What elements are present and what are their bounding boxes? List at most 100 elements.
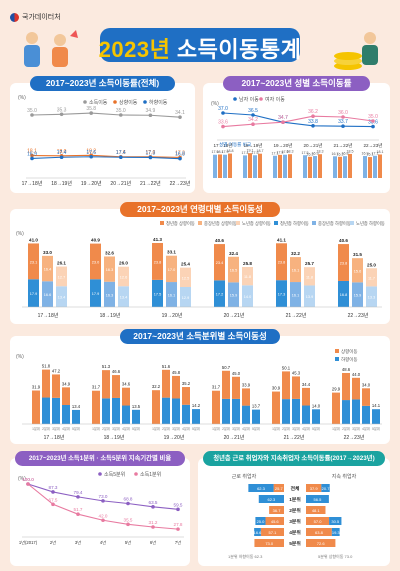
data-point: [151, 525, 155, 529]
quintile-label: 5분위: [72, 426, 80, 431]
down-bar: [112, 397, 120, 424]
down-value: 17.9: [92, 292, 99, 296]
quintile-label: 3분위: [232, 426, 240, 431]
up-bar: [162, 369, 170, 398]
down-value: 13.3: [368, 296, 375, 300]
up-bar: [42, 369, 50, 398]
down-bar: [338, 280, 349, 307]
down-bar: [42, 281, 53, 307]
down-bar: [214, 280, 225, 307]
data-point: [178, 156, 182, 161]
right-value: 48.1: [312, 508, 321, 513]
total-value: 35.2: [182, 381, 191, 386]
bar-value: 17.9: [282, 150, 289, 154]
legend-label: 상향이동: [119, 99, 138, 106]
panel-overall-title: 2017~2023년 소득이동률(전체): [30, 76, 175, 91]
row-label: 4분위: [289, 529, 301, 536]
data-label: 33.6: [218, 120, 228, 126]
up-value: 16.4: [44, 268, 51, 272]
down-bar: [72, 409, 80, 424]
down-bar: [152, 279, 163, 307]
gender-bar: [343, 156, 347, 178]
legend-marker: [233, 97, 237, 101]
down-bar: [62, 404, 70, 424]
left-value: 25.0: [257, 519, 266, 524]
down-value: 17.2: [216, 293, 223, 297]
down-bar: [302, 405, 310, 424]
data-label: 17.6: [146, 150, 156, 156]
up-value: 23.4: [216, 261, 223, 265]
gender-bar: [363, 156, 367, 178]
data-label: 68.8: [124, 497, 133, 502]
up-bar: [92, 390, 100, 424]
total-value: 33.9: [242, 382, 251, 387]
up-bar: [242, 267, 253, 286]
total-value: 51.3: [102, 364, 111, 369]
bar-value: 16.8: [342, 152, 349, 156]
chart-age: (%) 청년층 상향이동 중장년층 상향이동 노년층 상향이동 청년층 하향이동 중장년층…: [16, 220, 385, 319]
bar-value: 17.8: [277, 150, 284, 154]
data-point: [101, 499, 105, 503]
x-tick-label: 1년(2017): [19, 539, 38, 545]
x-tick-label: 17→18년: [213, 142, 232, 148]
title-banner: [100, 28, 300, 62]
right-value: 19.3: [332, 530, 341, 535]
total-value: 25.8: [243, 261, 252, 266]
data-label: 35.3: [57, 107, 67, 113]
x-tick-label: 22→23년: [344, 434, 365, 441]
right-bar: [321, 484, 330, 492]
left-value: 25.7: [275, 486, 284, 491]
x-tick-label: 4년: [100, 539, 106, 545]
panel-duration-title: 2017~2023년 소득1분위 · 소득5분위 지속기간별 비율: [15, 451, 185, 466]
total-value: 40.9: [91, 238, 100, 243]
row-label: 3분위: [289, 518, 301, 525]
quintile-label: 1분위: [32, 426, 40, 431]
legend-label: 상향이동: [341, 348, 358, 355]
down-bar: [242, 405, 250, 424]
data-point: [221, 111, 225, 115]
panel-youth: 청년층 근로 취업자와 지속취업자 소득이동률(2017→2023년) 근로 취…: [198, 451, 390, 566]
x-tick-label: 3년: [75, 539, 81, 545]
total-value: 25.7: [305, 261, 314, 266]
up-bar: [122, 387, 130, 406]
x-tick-label: 17→18년: [38, 312, 59, 319]
bar-value: 18.3: [287, 150, 294, 154]
right-value: 37.9: [310, 486, 319, 491]
legend-marker: [160, 221, 164, 225]
total-value: 13.5: [132, 404, 141, 409]
left-bar: [248, 484, 274, 492]
x-tick-label: 17→18년: [44, 434, 65, 441]
quintile-label: 1분위: [212, 426, 220, 431]
bar-value: 17.5: [302, 151, 309, 155]
quintile-label: 2분위: [162, 426, 170, 431]
up-value: 16.3: [106, 268, 113, 272]
up-bar: [180, 267, 191, 288]
right-value: 20.7: [322, 486, 331, 491]
data-label: 63.5: [149, 500, 158, 505]
up-value: 17.0: [168, 268, 175, 272]
down-bar: [228, 282, 239, 307]
up-bar: [228, 256, 239, 283]
up-bar: [304, 267, 315, 286]
left-bar: [260, 528, 284, 536]
data-point: [341, 115, 345, 119]
quintile-label: 3분위: [172, 426, 180, 431]
down-bar: [366, 286, 377, 307]
data-label: 35.5: [124, 517, 133, 522]
up-bar: [214, 244, 225, 281]
total-value: 50.1: [282, 365, 291, 370]
down-bar: [362, 405, 370, 424]
data-label: 42.0: [99, 513, 108, 518]
down-bar: [276, 280, 287, 307]
data-point: [178, 115, 182, 119]
data-point: [251, 113, 255, 117]
total-value: 45.3: [292, 370, 301, 375]
data-label: 100.0: [22, 477, 34, 482]
bar-value: 17.9: [222, 150, 229, 154]
total-value: 31.9: [32, 385, 41, 390]
down-value: 17.9: [30, 292, 37, 296]
legend-marker: [113, 100, 117, 104]
legend-label: 소득이동: [89, 99, 108, 106]
y-unit-label: (%): [211, 101, 219, 107]
